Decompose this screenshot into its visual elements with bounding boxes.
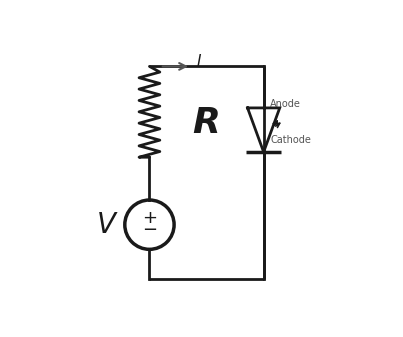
Text: +: +: [142, 209, 157, 227]
Text: I: I: [196, 54, 201, 69]
Text: V: V: [97, 211, 116, 239]
Text: Cathode: Cathode: [270, 134, 311, 145]
Text: −: −: [142, 221, 157, 239]
Text: Anode: Anode: [270, 99, 301, 109]
Text: R: R: [193, 106, 220, 141]
